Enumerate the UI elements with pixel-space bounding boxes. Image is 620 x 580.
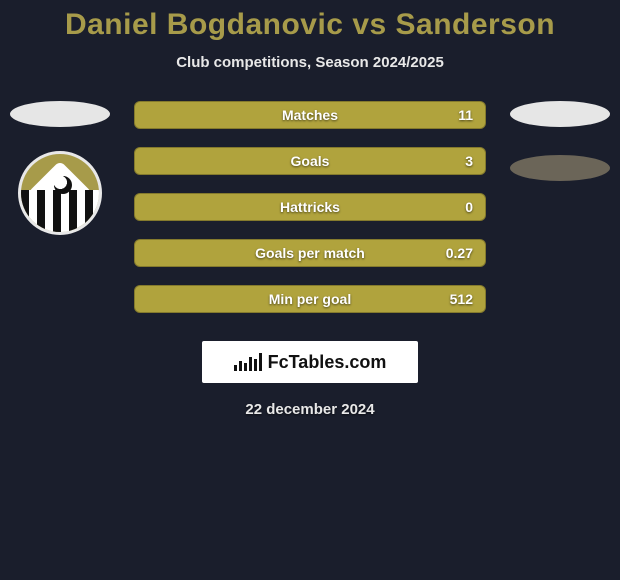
stat-value-left: 0.27 (446, 245, 473, 261)
stat-label: Matches (282, 107, 338, 123)
crest-ball-icon (54, 176, 72, 194)
page-subtitle: Club competitions, Season 2024/2025 (0, 54, 620, 71)
crest-stripes (21, 190, 99, 232)
page-title: Daniel Bogdanovic vs Sanderson (0, 0, 620, 42)
comparison-grid: Matches 11 Goals 3 Hattricks 0 Goals per… (0, 101, 620, 313)
brand-chart-icon (234, 353, 262, 371)
stat-label: Hattricks (280, 199, 340, 215)
stat-bar: Matches 11 (134, 101, 486, 129)
stat-bars: Matches 11 Goals 3 Hattricks 0 Goals per… (130, 101, 490, 313)
player-right-ellipse-bottom (510, 155, 610, 181)
stat-label: Goals (291, 153, 330, 169)
club-crest-left (18, 151, 102, 235)
player-right-column (500, 101, 620, 313)
stat-bar: Min per goal 512 (134, 285, 486, 313)
stat-label: Min per goal (269, 291, 351, 307)
player-right-ellipse-top (510, 101, 610, 127)
player-left-ellipse (10, 101, 110, 127)
footer: FcTables.com 22 december 2024 (0, 341, 620, 418)
stat-bar: Goals per match 0.27 (134, 239, 486, 267)
brand-badge: FcTables.com (202, 341, 418, 383)
stat-value-left: 3 (465, 153, 473, 169)
stat-value-left: 11 (458, 107, 473, 123)
stat-value-left: 512 (450, 291, 473, 307)
stat-label: Goals per match (255, 245, 365, 261)
footer-date: 22 december 2024 (245, 401, 374, 418)
stat-bar: Goals 3 (134, 147, 486, 175)
stat-bar: Hattricks 0 (134, 193, 486, 221)
brand-text: FcTables.com (268, 352, 387, 373)
stat-value-left: 0 (465, 199, 473, 215)
player-left-column (0, 101, 120, 313)
